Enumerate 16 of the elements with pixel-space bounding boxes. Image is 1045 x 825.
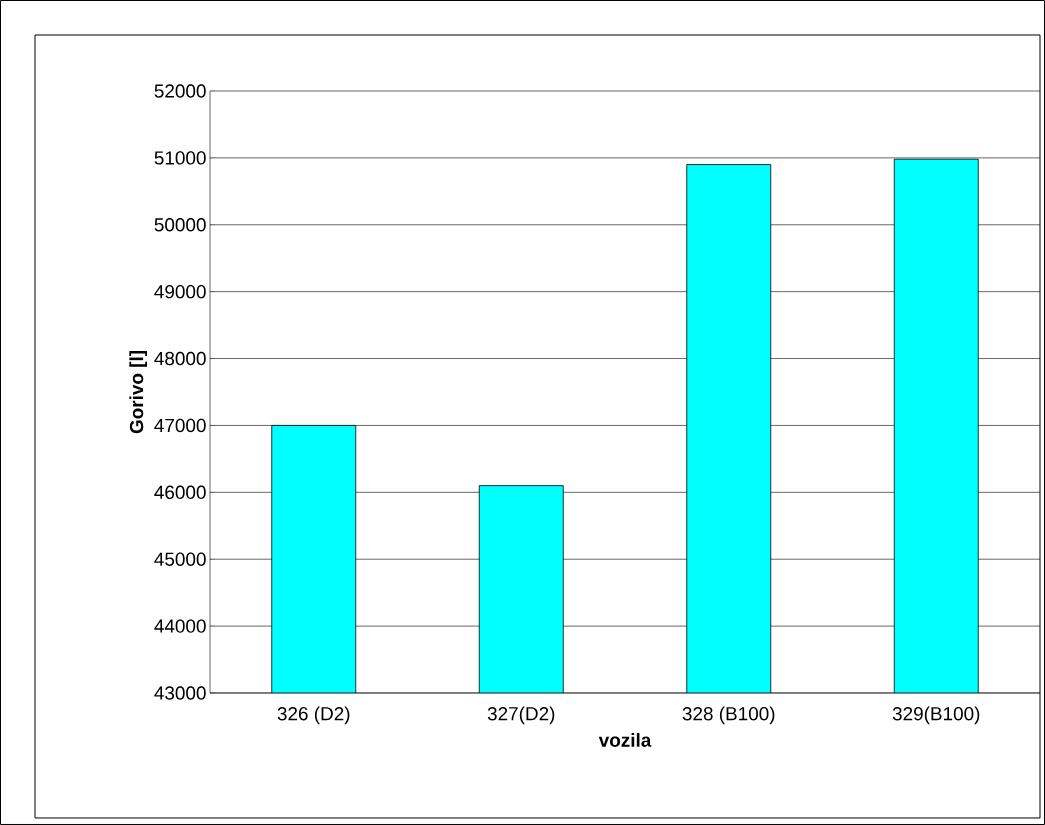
y-tick-label: 50000 bbox=[154, 218, 206, 232]
x-tick-label: 326 (D2) bbox=[277, 706, 350, 725]
x-tick-label: 329(B100) bbox=[892, 706, 980, 725]
y-tick-label: 51000 bbox=[154, 151, 206, 165]
x-axis-title: vozila bbox=[598, 732, 652, 747]
y-tick-label: 49000 bbox=[154, 284, 206, 299]
y-tick-label: 45000 bbox=[154, 552, 206, 566]
y-tick-label: 46000 bbox=[154, 485, 206, 500]
y-axis-title: Gorivo [l] bbox=[129, 351, 148, 434]
y-tick-label: 47000 bbox=[154, 418, 206, 433]
y-tick-label: 48000 bbox=[154, 351, 206, 366]
x-tick-label: 327(D2) bbox=[487, 706, 555, 725]
y-tick-label: 44000 bbox=[154, 619, 206, 633]
x-tick-label: 328 (B100) bbox=[682, 706, 775, 725]
y-tick-label: 52000 bbox=[154, 84, 206, 98]
y-tick-label: 43000 bbox=[154, 686, 206, 700]
